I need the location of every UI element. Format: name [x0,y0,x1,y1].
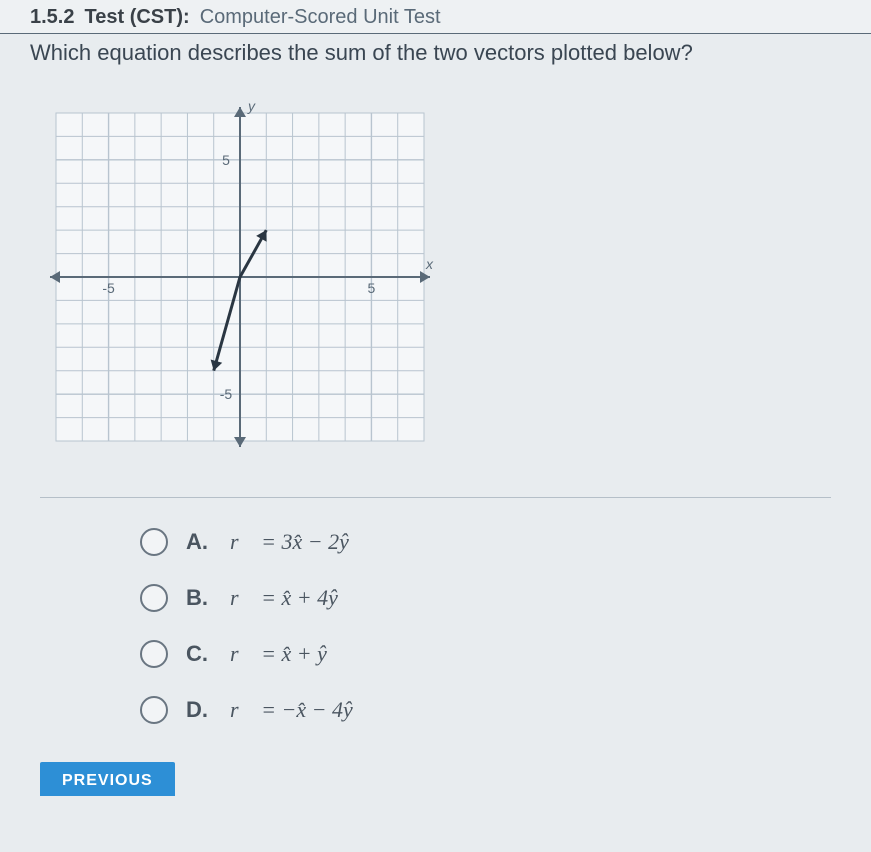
answer-option-c[interactable]: C. r⃗ = x̂ + ŷ [140,640,871,668]
coordinate-plane: -5 5 5 -5 x y [40,97,440,457]
radio-d[interactable] [140,696,168,724]
option-math: r⃗ = 3x̂ − 2ŷ [230,529,349,555]
divider [40,497,831,498]
answer-option-a[interactable]: A. r⃗ = 3x̂ − 2ŷ [140,528,871,556]
option-math: r⃗ = x̂ + ŷ [230,641,327,667]
vector-graph: -5 5 5 -5 x y [40,97,871,457]
radio-c[interactable] [140,640,168,668]
answer-option-b[interactable]: B. r⃗ = x̂ + 4ŷ [140,584,871,612]
radio-b[interactable] [140,584,168,612]
question-row: Which equation describes the sum of the … [0,34,871,77]
svg-text:y: y [247,98,256,114]
option-letter: B. [186,585,212,611]
svg-text:-5: -5 [220,386,233,402]
test-header: 1.5.2 Test (CST): Computer-Scored Unit T… [0,0,871,34]
section-number: 1.5.2 [30,6,74,28]
radio-a[interactable] [140,528,168,556]
svg-text:-5: -5 [102,280,115,296]
svg-text:5: 5 [368,280,376,296]
svg-text:x: x [425,256,434,272]
option-letter: A. [186,529,212,555]
option-math: r⃗ = x̂ + 4ŷ [230,585,338,611]
test-label: Test (CST): [79,6,190,28]
option-letter: D. [186,697,212,723]
previous-button-label: PREVIOUS [62,772,153,789]
test-description: Computer-Scored Unit Test [194,6,440,28]
answer-list: A. r⃗ = 3x̂ − 2ŷ B. r⃗ = x̂ + 4ŷ C. r⃗ =… [140,528,871,724]
question-text: Which equation describes the sum of the … [30,40,693,65]
option-letter: C. [186,641,212,667]
option-math: r⃗ = −x̂ − 4ŷ [230,697,353,723]
answer-option-d[interactable]: D. r⃗ = −x̂ − 4ŷ [140,696,871,724]
svg-text:5: 5 [222,152,230,168]
previous-button[interactable]: PREVIOUS [40,762,175,796]
